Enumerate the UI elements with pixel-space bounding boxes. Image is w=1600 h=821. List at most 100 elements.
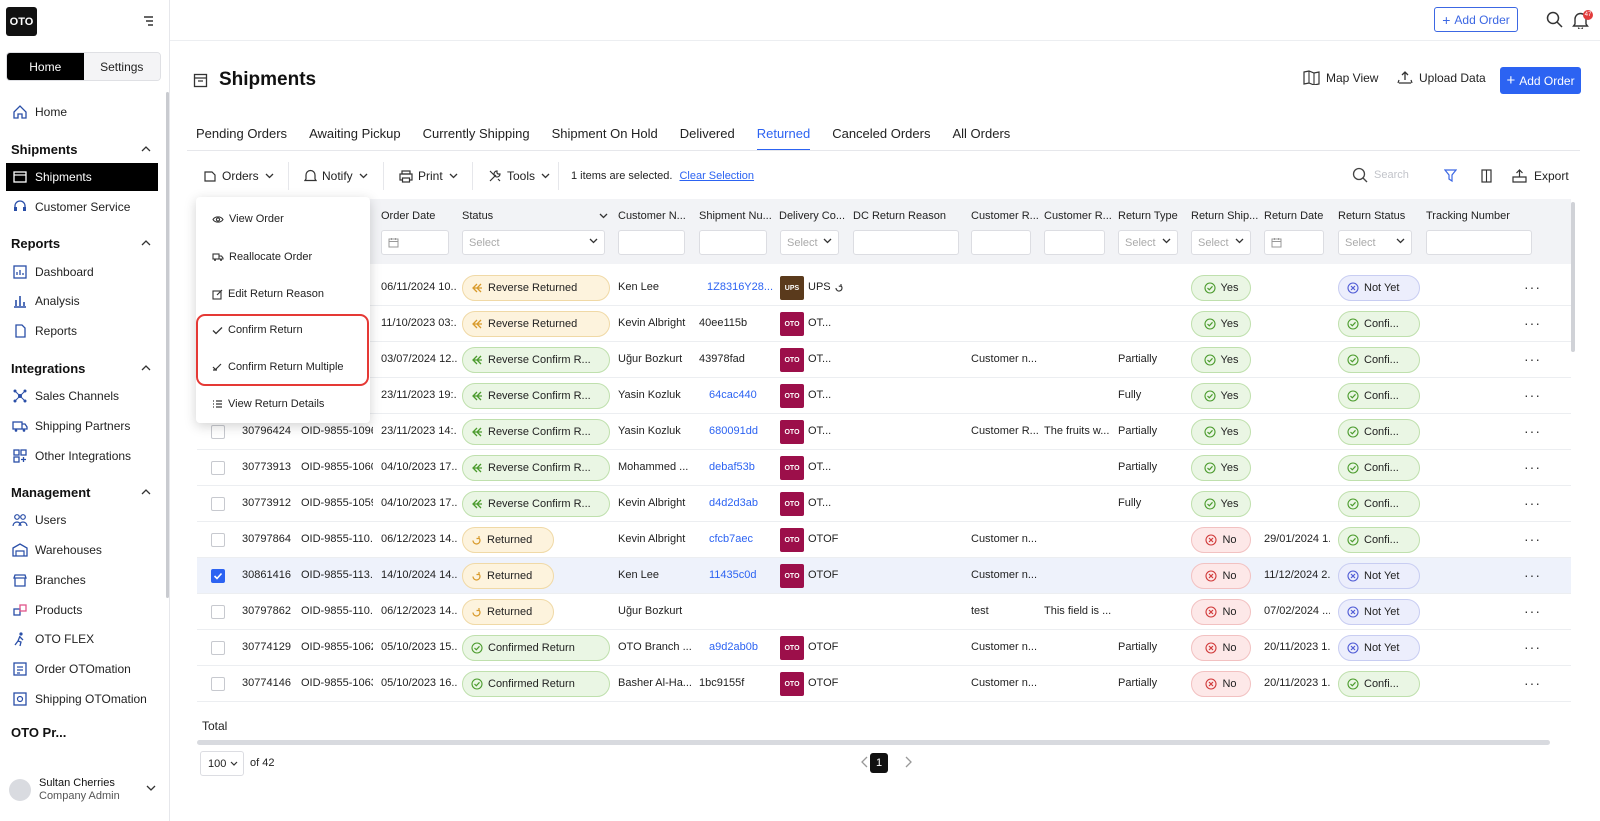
shipment-number[interactable]: debaf53b	[709, 461, 755, 473]
shipment-number[interactable]: 11435c0d	[709, 569, 757, 581]
tab-currently-shipping[interactable]: Currently Shipping	[422, 126, 530, 141]
sidebar-scrollbar[interactable]	[166, 92, 169, 598]
order-id[interactable]: 30797864	[242, 533, 291, 545]
shipment-number[interactable]: 43978fad	[699, 353, 745, 365]
col-tracking-number[interactable]: Tracking Number	[1426, 210, 1510, 222]
col-customer-reason-2[interactable]: Customer R...	[1044, 210, 1112, 222]
menu-item-confirm-return[interactable]: Confirm Return	[212, 321, 303, 339]
row-actions-icon[interactable]: ···	[1524, 387, 1541, 403]
table-row[interactable]: 30774146 OID-9855-1063 05/10/2023 16... Con…	[197, 666, 1571, 702]
order-id[interactable]: 30797862	[242, 605, 291, 617]
col-return-shipment[interactable]: Return Ship...	[1191, 210, 1259, 222]
oto-logo[interactable]: OTO	[6, 7, 37, 36]
tab-awaiting-pickup[interactable]: Awaiting Pickup	[309, 126, 401, 141]
col-return-status[interactable]: Return Status	[1338, 210, 1406, 222]
sidebar-section-reports[interactable]: Reports	[11, 233, 151, 253]
home-tab-button[interactable]: Home	[7, 53, 84, 80]
per-page-select[interactable]: 100	[200, 751, 244, 776]
return-status-filter[interactable]: Select	[1338, 230, 1412, 255]
shipment-number[interactable]: d4d2d3ab	[709, 497, 758, 509]
menu-item-view-order[interactable]: View Order	[212, 210, 284, 228]
sidebar-section-management[interactable]: Management	[11, 482, 151, 502]
row-checkbox[interactable]	[211, 425, 225, 439]
row-checkbox[interactable]	[211, 641, 225, 655]
return-shipment-filter[interactable]: Select	[1191, 230, 1251, 255]
order-id[interactable]: 30774146	[242, 677, 291, 689]
sidebar-item-shipments[interactable]: Shipments	[6, 163, 158, 191]
sidebar-item-analysis[interactable]: Analysis	[0, 287, 160, 315]
shipment-number[interactable]: 1bc9155f	[699, 677, 745, 689]
table-row[interactable]: 30773912 OID-9855-1059 04/10/2023 17... Rev…	[197, 486, 1571, 522]
sidebar-item-branches[interactable]: Branches	[0, 566, 160, 594]
col-order-date[interactable]: Order Date	[381, 210, 436, 222]
row-actions-icon[interactable]: ···	[1524, 351, 1541, 367]
menu-item-view-return-details[interactable]: View Return Details	[212, 395, 324, 413]
tracking-number-filter[interactable]	[1426, 230, 1532, 255]
table-row[interactable]: 03/07/2024 12... Reverse Confirm R... Uğur…	[197, 342, 1571, 378]
row-actions-icon[interactable]: ···	[1524, 531, 1541, 547]
undo-icon[interactable]	[834, 283, 844, 293]
shipment-number[interactable]: 64cac440	[709, 389, 757, 401]
order-id[interactable]: 30773912	[242, 497, 291, 509]
sidebar-item-shipping-otomation[interactable]: Shipping OTOmation	[0, 685, 160, 713]
dc-return-reason-filter[interactable]	[853, 230, 959, 255]
map-view-button[interactable]: Map View	[1303, 70, 1378, 85]
shipment-number[interactable]: 40ee115b	[699, 317, 748, 329]
row-actions-icon[interactable]: ···	[1524, 423, 1541, 439]
shipment-number[interactable]: 1Z8316Y28...	[707, 281, 774, 293]
return-type-filter[interactable]: Select	[1118, 230, 1178, 255]
tab-returned[interactable]: Returned	[756, 126, 811, 151]
shipment-number[interactable]: a9d2ab0b	[709, 641, 758, 653]
notify-menu-button[interactable]: Notify	[304, 166, 373, 186]
menu-collapse-icon[interactable]	[141, 14, 155, 28]
sidebar-item-order-otomation[interactable]: Order OTOmation	[0, 655, 160, 683]
order-id[interactable]: 30861416	[242, 569, 291, 581]
col-customer-name[interactable]: Customer N...	[618, 210, 686, 222]
sidebar-item-reports[interactable]: Reports	[0, 317, 160, 345]
order-date-filter[interactable]	[381, 230, 449, 255]
row-checkbox[interactable]	[211, 677, 225, 691]
table-row[interactable]: 30774129 OID-9855-1062 05/10/2023 15... Con…	[197, 630, 1571, 666]
columns-icon[interactable]	[1481, 169, 1492, 183]
clear-selection-link[interactable]: Clear Selection	[679, 170, 755, 182]
shipment-number-filter[interactable]	[699, 230, 767, 255]
sidebar-section-integrations[interactable]: Integrations	[11, 358, 151, 378]
print-menu-button[interactable]: Print	[399, 166, 463, 186]
tab-delivered[interactable]: Delivered	[679, 126, 735, 141]
delivery-company-filter[interactable]: Select	[780, 230, 839, 255]
customer-name-filter[interactable]	[618, 230, 685, 255]
sidebar-item-customer-service[interactable]: Customer Service	[0, 193, 160, 221]
row-checkbox[interactable]	[211, 497, 225, 511]
row-checkbox[interactable]	[211, 605, 225, 619]
status-filter-select[interactable]: Select	[462, 230, 605, 255]
col-return-type[interactable]: Return Type	[1118, 210, 1178, 222]
search-icon[interactable]	[1546, 11, 1563, 28]
table-row[interactable]: 30796424 OID-9855-1096 23/11/2023 14:... Re…	[197, 414, 1571, 450]
order-id[interactable]: 30773913	[242, 461, 291, 473]
page-1-button[interactable]: 1	[870, 753, 888, 773]
prev-page-icon[interactable]	[861, 756, 868, 768]
table-row[interactable]: 06/11/2024 10... Reverse Returned Ken Lee 1…	[197, 270, 1571, 306]
row-actions-icon[interactable]: ···	[1524, 567, 1541, 583]
col-status[interactable]: Status	[462, 210, 494, 222]
row-actions-icon[interactable]: ···	[1524, 495, 1541, 511]
row-actions-icon[interactable]: ···	[1524, 459, 1541, 475]
table-row[interactable]: 30861416 OID-9855-113... 14/10/2024 14... R…	[197, 558, 1571, 594]
sidebar-section-cut[interactable]: OTO Pr...	[11, 725, 151, 737]
row-actions-icon[interactable]: ···	[1524, 675, 1541, 691]
customer-reason-filter[interactable]	[971, 230, 1031, 255]
sidebar-item-dashboard[interactable]: Dashboard	[0, 258, 160, 286]
top-add-order-button[interactable]: + Add Order	[1434, 7, 1518, 32]
sidebar-item-oto-flex[interactable]: OTO FLEX	[0, 625, 160, 653]
sidebar-item-shipping-partners[interactable]: Shipping Partners	[0, 412, 160, 440]
col-delivery-company[interactable]: Delivery Co...	[779, 210, 846, 222]
row-actions-icon[interactable]: ···	[1524, 603, 1541, 619]
row-checkbox[interactable]	[211, 569, 225, 583]
shipment-number[interactable]: 680091dd	[709, 425, 758, 437]
col-shipment-number[interactable]: Shipment Nu...	[699, 210, 772, 222]
sidebar-item-sales-channels[interactable]: Sales Channels	[0, 382, 160, 410]
col-dc-return-reason[interactable]: DC Return Reason	[853, 210, 946, 222]
shipment-number[interactable]: cfcb7aec	[709, 533, 754, 545]
add-order-button[interactable]: + Add Order	[1500, 67, 1581, 94]
table-row[interactable]: 23/11/2023 19:... Reverse Confirm R... Yas…	[197, 378, 1571, 414]
